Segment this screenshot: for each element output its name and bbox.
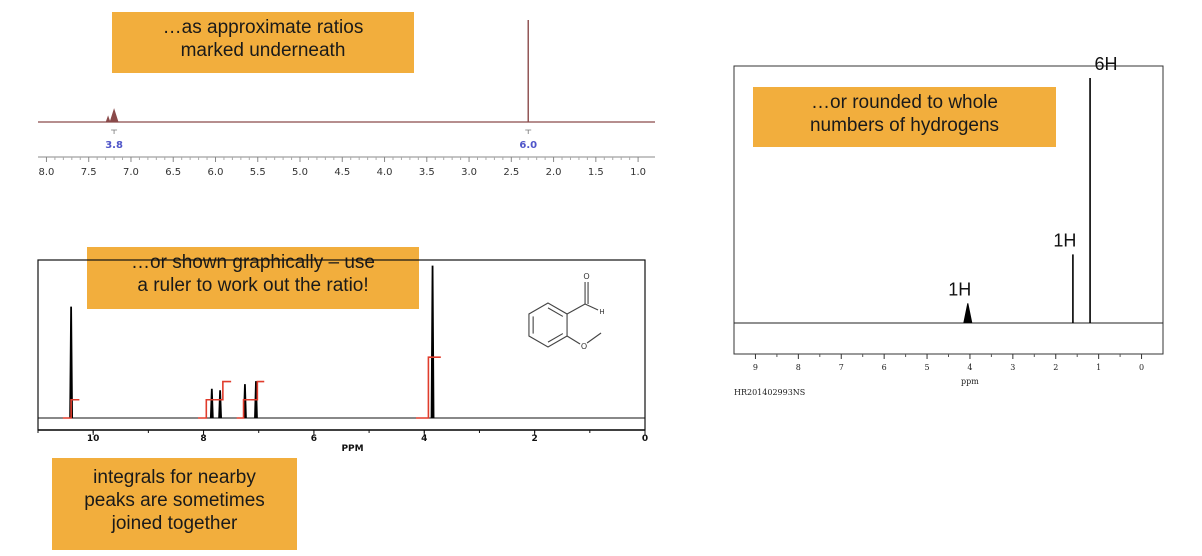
peak-label-1: 1H (1053, 230, 1076, 250)
x-axis-label: PPM (341, 444, 363, 454)
peak-2 (218, 390, 223, 419)
x-tick-label-8: 1 (1096, 363, 1101, 372)
x-tick-label-5: 0 (642, 434, 648, 444)
x-axis-label: ppm (961, 377, 979, 386)
peak-0 (109, 108, 119, 123)
integral-label-0: 3.8 (105, 140, 123, 151)
peak-label-0: 1H (948, 279, 971, 299)
spectrum-3-whole-hydrogens: 1H 1H 6H 9 8 7 6 5 4 3 2 1 0 ppm HR201402993NS (733, 54, 1164, 397)
x-tick-label-3: 6.5 (165, 167, 181, 178)
spectrum-1-numeric-integrals: 3.8 6.0 8.0 7.5 7.0 6.5 6.0 5.5 5.0 4.5 4.0 3.5 3.0 2… (38, 20, 655, 178)
ring-double-bond (547, 333, 564, 343)
peak-0 (963, 303, 973, 324)
x-tick-label-6: 5.0 (292, 167, 308, 178)
aldehyde-h-bond (584, 303, 599, 311)
footer-code: HR201402993NS (734, 388, 805, 397)
x-tick-label-4: 5 (925, 363, 930, 372)
molecule-structure (528, 282, 602, 348)
x-tick-label-12: 2.0 (546, 167, 562, 178)
x-tick-label-3: 6 (882, 363, 887, 372)
atom-label-ether-o: O (581, 342, 587, 351)
integral-label-1: 6.0 (519, 140, 537, 151)
x-tick-label-1: 7.5 (81, 167, 97, 178)
x-tick-label-5: 5.5 (250, 167, 266, 178)
x-tick-label-0: 9 (753, 363, 758, 372)
callout-rounded-whole: …or rounded to whole numbers of hydrogen… (753, 87, 1056, 147)
integral-trace-3 (236, 398, 251, 419)
callout-approximate-ratios: …as approximate ratios marked underneath (112, 12, 414, 73)
x-tick-label-7: 2 (1053, 363, 1058, 372)
integral-bracket-0 (111, 129, 118, 134)
x-tick-label-0: 10 (87, 434, 100, 444)
peak-5 (430, 265, 435, 419)
peak-0-shoulder (105, 115, 111, 123)
atom-label-carbonyl-o: O (583, 272, 589, 281)
x-tick-label-0: 8.0 (38, 167, 54, 178)
x-tick-label-11: 2.5 (503, 167, 519, 178)
x-tick-label-9: 0 (1139, 363, 1144, 372)
aldehyde-bond (566, 303, 586, 315)
plot-frame (733, 65, 1164, 355)
x-tick-label-2: 7.0 (123, 167, 139, 178)
x-tick-label-2: 6 (311, 434, 317, 444)
x-tick-label-8: 4.0 (377, 167, 393, 178)
x-tick-label-1: 8 (200, 434, 206, 444)
integral-trace-5 (415, 356, 441, 419)
plot-frame (37, 259, 646, 431)
ether-bond (566, 335, 581, 345)
x-tick-label-5: 4 (967, 363, 972, 372)
peak-1 (209, 388, 214, 419)
integral-trace-4 (250, 380, 265, 401)
callout-integrals-joined: integrals for nearby peaks are sometimes… (52, 458, 297, 550)
integral-trace-2 (214, 380, 232, 401)
integral-trace-0 (62, 398, 80, 419)
peak-label-2: 6H (1095, 54, 1118, 74)
callout-shown-graphically: …or shown graphically – use a ruler to w… (87, 247, 419, 309)
x-tick-label-4: 2 (532, 434, 538, 444)
x-tick-label-2: 7 (839, 363, 844, 372)
x-tick-label-3: 4 (421, 434, 427, 444)
x-tick-label-14: 1.0 (630, 167, 646, 178)
x-tick-label-9: 3.5 (419, 167, 435, 178)
x-tick-label-7: 4.5 (334, 167, 350, 178)
integral-bracket-1 (525, 129, 532, 134)
x-tick-label-4: 6.0 (208, 167, 224, 178)
ring-double-bond (547, 307, 564, 317)
x-tick-label-13: 1.5 (588, 167, 604, 178)
benzene-ring (528, 302, 568, 348)
methyl-bond (586, 332, 602, 344)
spectrum-2-graphical-integrals: 10 8 6 4 2 0 PPM O H O (37, 259, 648, 454)
atom-label-h: H (599, 308, 604, 316)
x-tick-label-1: 8 (796, 363, 801, 372)
x-tick-label-10: 3.0 (461, 167, 477, 178)
integral-trace-1 (198, 398, 215, 419)
x-tick-label-6: 3 (1010, 363, 1015, 372)
